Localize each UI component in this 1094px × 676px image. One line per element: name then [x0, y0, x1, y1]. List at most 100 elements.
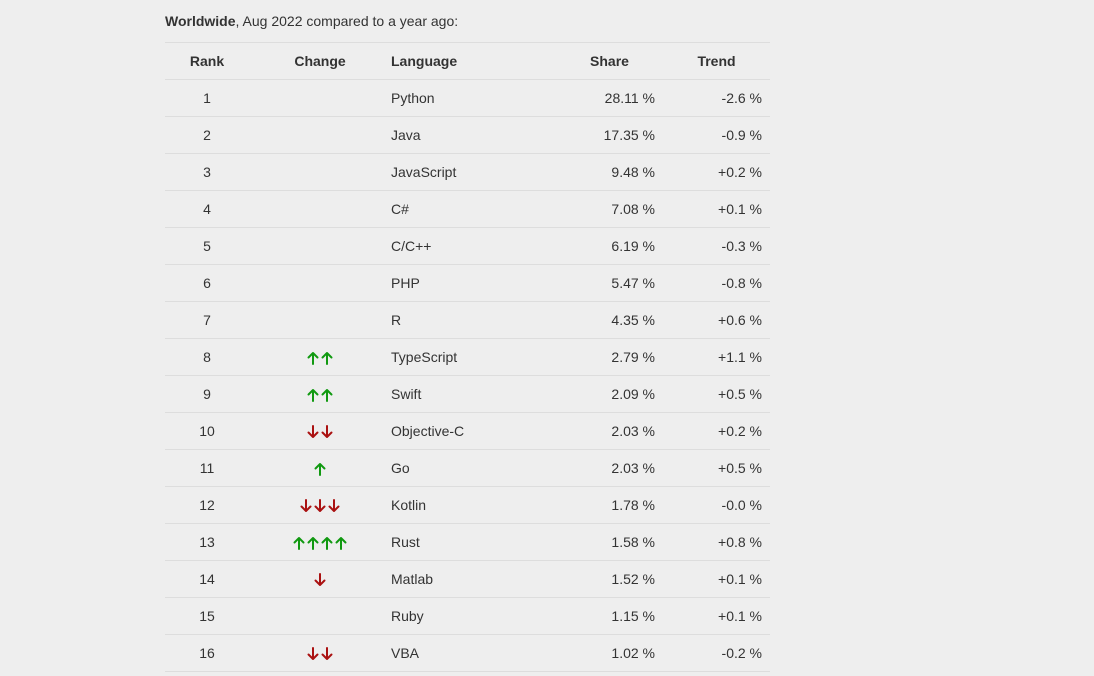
- trend-cell: +0.2 %: [663, 412, 770, 450]
- share-cell: 2.03 %: [556, 449, 663, 487]
- share-cell: 6.19 %: [556, 227, 663, 265]
- share-cell: 17.35 %: [556, 116, 663, 154]
- arrow-up-icon: [335, 536, 347, 551]
- change-cell: [249, 264, 391, 302]
- change-cell: [249, 153, 391, 191]
- change-cell: [249, 227, 391, 265]
- share-cell: 9.48 %: [556, 153, 663, 191]
- rank-cell: 8: [165, 338, 249, 376]
- change-cell: [249, 301, 391, 339]
- trend-cell: +0.1 %: [663, 597, 770, 635]
- rank-cell: 5: [165, 227, 249, 265]
- language-cell: Kotlin: [391, 486, 556, 524]
- change-cell: [249, 375, 391, 413]
- language-ranking-table: Rank Change Language Share Trend 1 Python…: [165, 42, 770, 672]
- rank-cell: 3: [165, 153, 249, 191]
- arrow-up-icon: [307, 536, 319, 551]
- header-trend: Trend: [663, 42, 770, 80]
- table-row: 14 Matlab 1.52 % +0.1 %: [165, 560, 770, 598]
- trend-cell: -0.8 %: [663, 264, 770, 302]
- language-cell: Rust: [391, 523, 556, 561]
- arrow-down-icon: [314, 573, 326, 587]
- language-cell: VBA: [391, 634, 556, 672]
- rank-cell: 13: [165, 523, 249, 561]
- ranking-page: Worldwide, Aug 2022 compared to a year a…: [165, 0, 770, 672]
- rank-cell: 12: [165, 486, 249, 524]
- header-share: Share: [556, 42, 663, 80]
- rank-cell: 4: [165, 190, 249, 228]
- change-cell: [249, 597, 391, 635]
- header-language: Language: [391, 42, 556, 80]
- table-row: 6 PHP 5.47 % -0.8 %: [165, 264, 770, 302]
- trend-cell: -2.6 %: [663, 79, 770, 117]
- table-row: 10 Objective-C 2.03 % +0.2 %: [165, 412, 770, 450]
- change-cell: [249, 634, 391, 672]
- change-cell: [249, 449, 391, 487]
- language-cell: Python: [391, 79, 556, 117]
- table-body: 1 Python 28.11 % -2.6 % 2 Java 17.35 % -0.9 % 3 J…: [165, 79, 770, 672]
- language-cell: TypeScript: [391, 338, 556, 376]
- table-row: 1 Python 28.11 % -2.6 %: [165, 79, 770, 117]
- arrow-down-icon: [300, 499, 312, 513]
- change-cell: [249, 79, 391, 117]
- rank-cell: 2: [165, 116, 249, 154]
- trend-cell: +0.5 %: [663, 375, 770, 413]
- rank-up-arrows: [314, 462, 326, 477]
- language-cell: PHP: [391, 264, 556, 302]
- language-cell: R: [391, 301, 556, 339]
- table-row: 3 JavaScript 9.48 % +0.2 %: [165, 153, 770, 191]
- table-caption: Worldwide, Aug 2022 compared to a year a…: [165, 0, 770, 42]
- arrow-down-icon: [314, 499, 326, 513]
- arrow-up-icon: [293, 536, 305, 551]
- language-cell: JavaScript: [391, 153, 556, 191]
- rank-up-arrows: [307, 388, 333, 403]
- table-row: 4 C# 7.08 % +0.1 %: [165, 190, 770, 228]
- trend-cell: +0.1 %: [663, 190, 770, 228]
- share-cell: 1.02 %: [556, 634, 663, 672]
- trend-cell: +0.6 %: [663, 301, 770, 339]
- arrow-down-icon: [307, 425, 319, 439]
- change-cell: [249, 486, 391, 524]
- arrow-up-icon: [321, 388, 333, 403]
- trend-cell: -0.2 %: [663, 634, 770, 672]
- table-row: 5 C/C++ 6.19 % -0.3 %: [165, 227, 770, 265]
- rank-cell: 7: [165, 301, 249, 339]
- trend-cell: -0.9 %: [663, 116, 770, 154]
- table-row: 9 Swift 2.09 % +0.5 %: [165, 375, 770, 413]
- language-cell: Ruby: [391, 597, 556, 635]
- language-cell: Matlab: [391, 560, 556, 598]
- table-row: 15 Ruby 1.15 % +0.1 %: [165, 597, 770, 635]
- caption-text: , Aug 2022 compared to a year ago:: [235, 13, 459, 29]
- arrow-up-icon: [321, 536, 333, 551]
- share-cell: 2.03 %: [556, 412, 663, 450]
- share-cell: 5.47 %: [556, 264, 663, 302]
- rank-down-arrows: [300, 499, 340, 513]
- rank-cell: 15: [165, 597, 249, 635]
- share-cell: 1.78 %: [556, 486, 663, 524]
- rank-cell: 14: [165, 560, 249, 598]
- table-row: 13 Rust 1.58 % +0.8 %: [165, 523, 770, 561]
- language-cell: C#: [391, 190, 556, 228]
- rank-up-arrows: [307, 351, 333, 366]
- language-cell: Go: [391, 449, 556, 487]
- header-change: Change: [249, 42, 391, 80]
- change-cell: [249, 412, 391, 450]
- rank-cell: 1: [165, 79, 249, 117]
- share-cell: 1.15 %: [556, 597, 663, 635]
- rank-cell: 6: [165, 264, 249, 302]
- arrow-down-icon: [328, 499, 340, 513]
- change-cell: [249, 338, 391, 376]
- change-cell: [249, 523, 391, 561]
- trend-cell: +0.8 %: [663, 523, 770, 561]
- trend-cell: +0.5 %: [663, 449, 770, 487]
- arrow-down-icon: [321, 425, 333, 439]
- share-cell: 28.11 %: [556, 79, 663, 117]
- rank-up-arrows: [293, 536, 347, 551]
- arrow-down-icon: [307, 647, 319, 661]
- header-row: Rank Change Language Share Trend: [165, 42, 770, 80]
- arrow-up-icon: [321, 351, 333, 366]
- rank-cell: 11: [165, 449, 249, 487]
- table-row: 16 VBA 1.02 % -0.2 %: [165, 634, 770, 672]
- trend-cell: +0.2 %: [663, 153, 770, 191]
- share-cell: 7.08 %: [556, 190, 663, 228]
